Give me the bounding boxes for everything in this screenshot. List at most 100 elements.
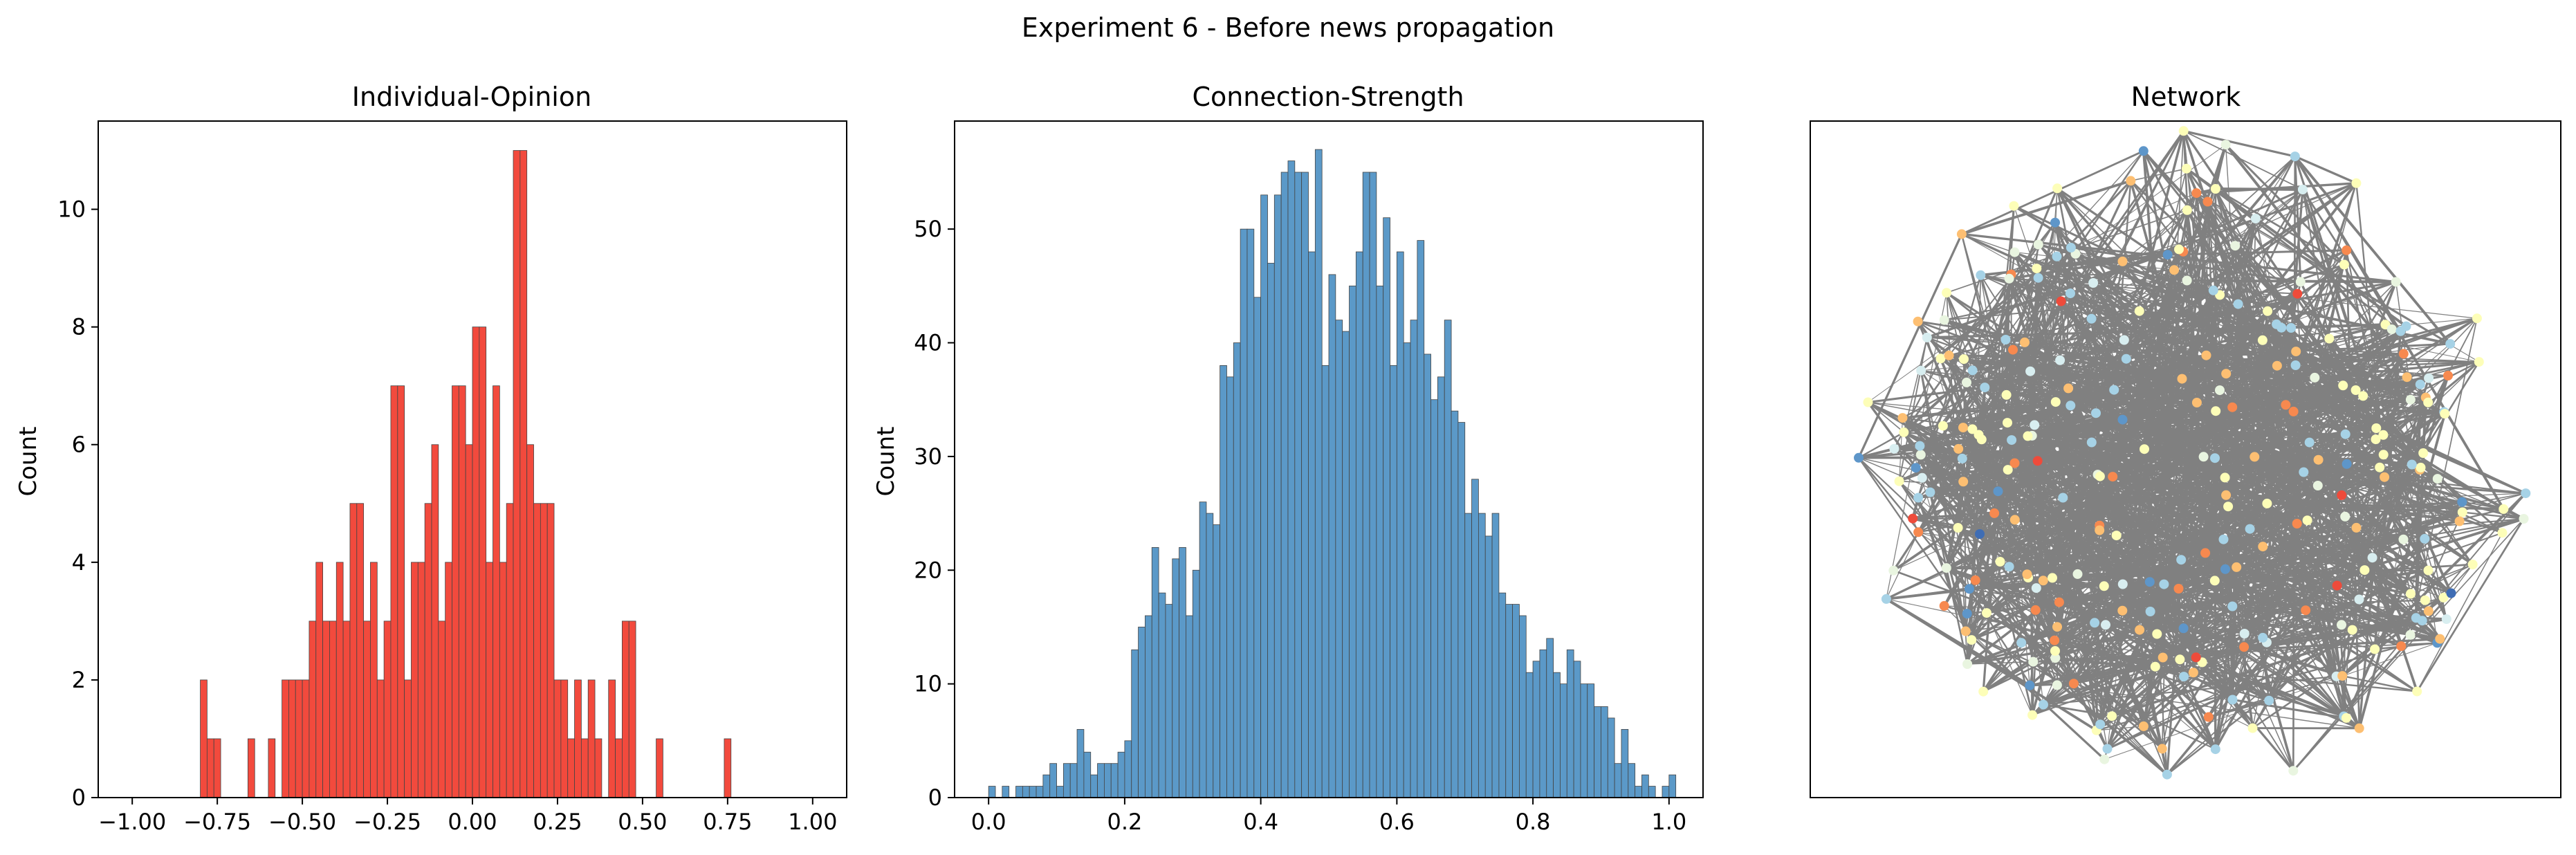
network-node [2020,337,2030,347]
opinion-bar [376,679,385,798]
strength-bar [1641,774,1649,798]
network-node [2467,560,2478,569]
network-node [1978,686,1989,697]
opinion-bar [404,679,412,798]
strength-bar [1022,786,1030,798]
strength-bar [1199,502,1207,798]
network-node [2050,635,2060,645]
network-edge [2024,341,2182,380]
network-node [2347,625,2357,635]
network-node [2162,769,2172,780]
network-edge [2343,264,2425,454]
network-node [2340,511,2350,522]
network-edge [2099,475,2460,522]
network-node [1967,365,1978,376]
network-node [2003,465,2013,475]
strength-x-tick-label: 0.0 [971,809,1006,835]
network-edge [2343,518,2525,717]
network-edge [2196,192,2283,329]
strength-bar [1260,194,1268,798]
network-node [2009,458,2020,468]
network-node [1915,450,1926,460]
network-edge [1930,490,2297,525]
network-node [2354,594,2364,605]
network-node [2117,256,2128,266]
strength-bar [1036,786,1044,798]
strength-bar [1628,763,1636,798]
network-node [1938,421,1948,431]
strength-bar [1314,149,1323,798]
network-node [2052,251,2062,261]
network-node [2025,680,2035,690]
network-node [2497,528,2508,538]
strength-bar [1076,728,1085,798]
strength-bar [1110,763,1119,798]
network-edge [1926,323,2386,339]
strength-ticks: 0.0 0.2 0.4 0.6 0.8 1.0 0 10 20 30 40 50 [914,216,1686,835]
network-node [2402,372,2412,383]
network-node [2474,357,2484,367]
strength-plot-frame [954,120,1704,798]
network-node [2440,409,2450,419]
strength-bar [1383,217,1390,798]
network-edge [1968,587,2057,659]
network-nodes [1854,126,2531,780]
opinion-x-tick-label: 0.25 [533,809,582,835]
opinion-bar [363,620,371,798]
network-node [2358,391,2368,401]
network-node [2099,754,2110,764]
network-node [2182,205,2192,215]
network-edge [2073,552,2206,684]
network-node [2175,654,2185,665]
network-node [1915,441,1925,451]
network-node [2032,264,2042,274]
strength-bar [1246,228,1255,798]
network-edge [2112,475,2440,640]
network-edge [1921,150,2144,479]
strength-bar [1062,763,1071,798]
network-node [2173,584,2184,594]
network-edge [2106,632,2245,750]
strength-bar [1601,706,1608,798]
strength-bar [1308,251,1316,798]
opinion-x-tick-label: −0.75 [183,809,251,835]
strength-bar [1342,331,1350,798]
network-node [1939,315,1949,325]
network-edge [2096,646,2245,731]
network-edge [2131,168,2187,182]
network-edge [2069,405,2093,443]
network-node [2088,278,2099,288]
network-node [1975,529,1985,539]
strength-bar [1635,786,1642,798]
network-node [2181,163,2191,174]
network-node [2221,369,2232,379]
network-node [2420,595,2430,605]
network-node [2107,711,2117,721]
network-node [2445,339,2456,349]
opinion-bar [513,150,521,798]
opinion-y-tick-label: 10 [57,196,86,223]
network-node [1962,609,1972,619]
network-node [1967,424,1978,434]
network-node [2412,686,2422,697]
strength-bar [1349,285,1356,798]
strength-bar [1390,365,1397,798]
network-node [1970,575,1980,585]
network-node [2457,507,2467,517]
opinion-bar [370,562,378,798]
strength-bar [1321,365,1330,798]
network-node [2276,322,2287,333]
network-node [2191,188,2202,199]
network-edge [1961,234,2007,396]
network-node [2009,247,2020,257]
opinion-y-tick-label: 2 [72,667,86,693]
network-edge [1858,453,2384,459]
opinion-bar [302,679,310,798]
network-edge [2070,188,2303,295]
network-node [2202,196,2213,207]
network-edge [2043,704,2113,717]
network-edge [2416,532,2503,692]
network-node [1911,463,1921,473]
network-edge [2106,255,2169,749]
network-node [2182,275,2192,286]
